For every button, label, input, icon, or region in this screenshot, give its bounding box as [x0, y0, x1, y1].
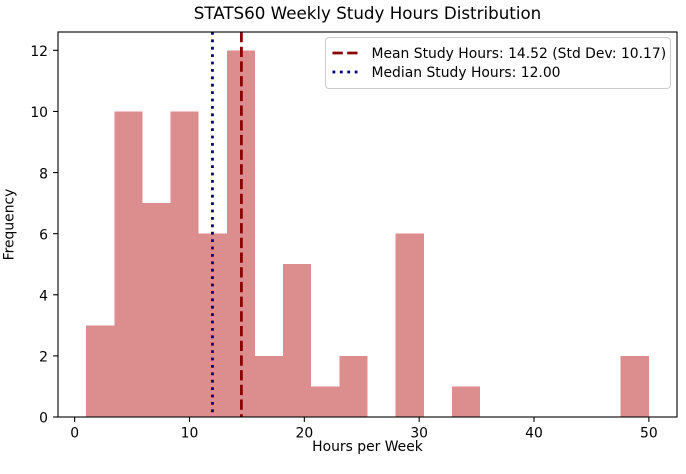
histogram-bar	[86, 325, 115, 417]
y-tick-label: 6	[39, 227, 48, 243]
y-axis-label: Frequency	[2, 189, 18, 261]
histogram-bar	[170, 111, 199, 417]
x-tick-label: 20	[295, 426, 313, 442]
y-tick-label: 12	[30, 44, 48, 60]
legend-median-label: Median Study Hours: 12.00	[372, 65, 561, 81]
histogram-bar	[620, 355, 649, 417]
histogram-bar	[254, 355, 284, 417]
y-tick-label: 2	[39, 350, 48, 366]
reference-lines-layer	[211, 32, 243, 417]
x-tick-label: 10	[181, 426, 199, 442]
y-tick-label: 10	[30, 105, 48, 121]
plot-spines	[57, 31, 678, 418]
y-tick-label: 8	[39, 166, 48, 182]
x-tick-label: 50	[640, 426, 658, 442]
legend-frame	[325, 37, 671, 89]
x-tick-label: 40	[525, 426, 543, 442]
x-tick-label: 30	[410, 426, 428, 442]
histogram-bar	[114, 111, 143, 417]
histogram-bar	[283, 264, 312, 417]
histogram-bar	[395, 233, 424, 417]
histogram-bar	[339, 355, 368, 417]
y-tick-label: 4	[39, 288, 48, 304]
legend-mean-label: Mean Study Hours: 14.52 (Std Dev: 10.17)	[372, 46, 667, 62]
histogram-bar	[451, 386, 481, 417]
histogram-bar	[198, 233, 227, 417]
chart-title: STATS60 Weekly Study Hours Distribution	[194, 3, 542, 23]
x-axis-label: Hours per Week	[312, 439, 423, 455]
histogram-bar	[142, 203, 171, 417]
y-tick-label: 0	[39, 411, 48, 427]
bars-layer	[86, 50, 649, 417]
histogram-bar	[311, 386, 340, 417]
axes-layer: 0 10 20 30 40 50 0 2 4 6 8 10 12	[30, 31, 678, 442]
legend: Mean Study Hours: 14.52 (Std Dev: 10.17)…	[325, 37, 671, 89]
x-tick-label: 0	[70, 426, 79, 442]
